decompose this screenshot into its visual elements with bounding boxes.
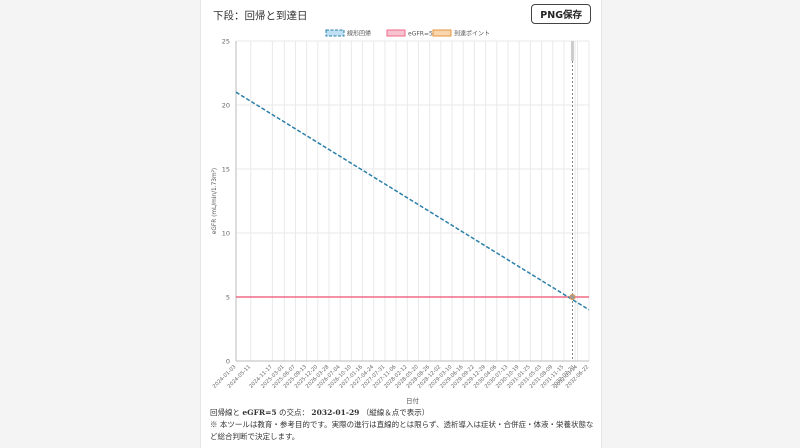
caption-suffix: （縦線＆点で表示） [361, 408, 430, 417]
legend-label: 線形回帰 [347, 30, 371, 38]
y-tick-label: 0 [226, 358, 230, 366]
regression-line [235, 91, 590, 311]
y-tick-label: 25 [222, 38, 230, 46]
caption: 回帰線と eGFR=5 の交点： 2032-01-29 （縦線＆点で表示） ※ … [210, 407, 598, 443]
section-title: 下段：回帰と到達日 [213, 10, 308, 22]
y-tick-label: 10 [222, 230, 230, 238]
legend-swatch [432, 29, 452, 37]
y-tick-label: 15 [222, 166, 230, 174]
caption-line-2: ※ 本ツールは教育・参考目的です。実際の進行は直線的とは限らず、透析導入は症状・… [210, 420, 594, 441]
y-tick-label: 5 [226, 294, 230, 302]
y-tick-label: 20 [222, 102, 230, 110]
y-axis-label: eGFR (mL/min/1.73m²) [211, 168, 218, 234]
caption-line-1: 回帰線と eGFR=5 の交点： 2032-01-29 （縦線＆点で表示） [210, 407, 598, 419]
caption-mid: の交点： [279, 408, 310, 417]
crossing-point [569, 293, 576, 300]
x-axis-label: 日付 [406, 396, 420, 405]
legend-swatch [325, 29, 345, 37]
caption-prefix: 回帰線と [210, 408, 240, 417]
chart-panel: 下段：回帰と到達日 PNG保存 0 5 10 15 20 25 2024-01-03 2024… [200, 0, 602, 448]
legend-swatch [386, 29, 406, 37]
legend-label: 到達ポイント [454, 30, 490, 38]
legend-label: eGFR=5 [408, 31, 433, 38]
png-save-button[interactable]: PNG保存 [531, 4, 591, 24]
caption-crossing-date: 2032-01-29 [311, 408, 360, 417]
chart: 05101520252024-01-032024-05-112024-11-17… [211, 29, 590, 405]
caption-threshold: eGFR=5 [242, 408, 277, 417]
